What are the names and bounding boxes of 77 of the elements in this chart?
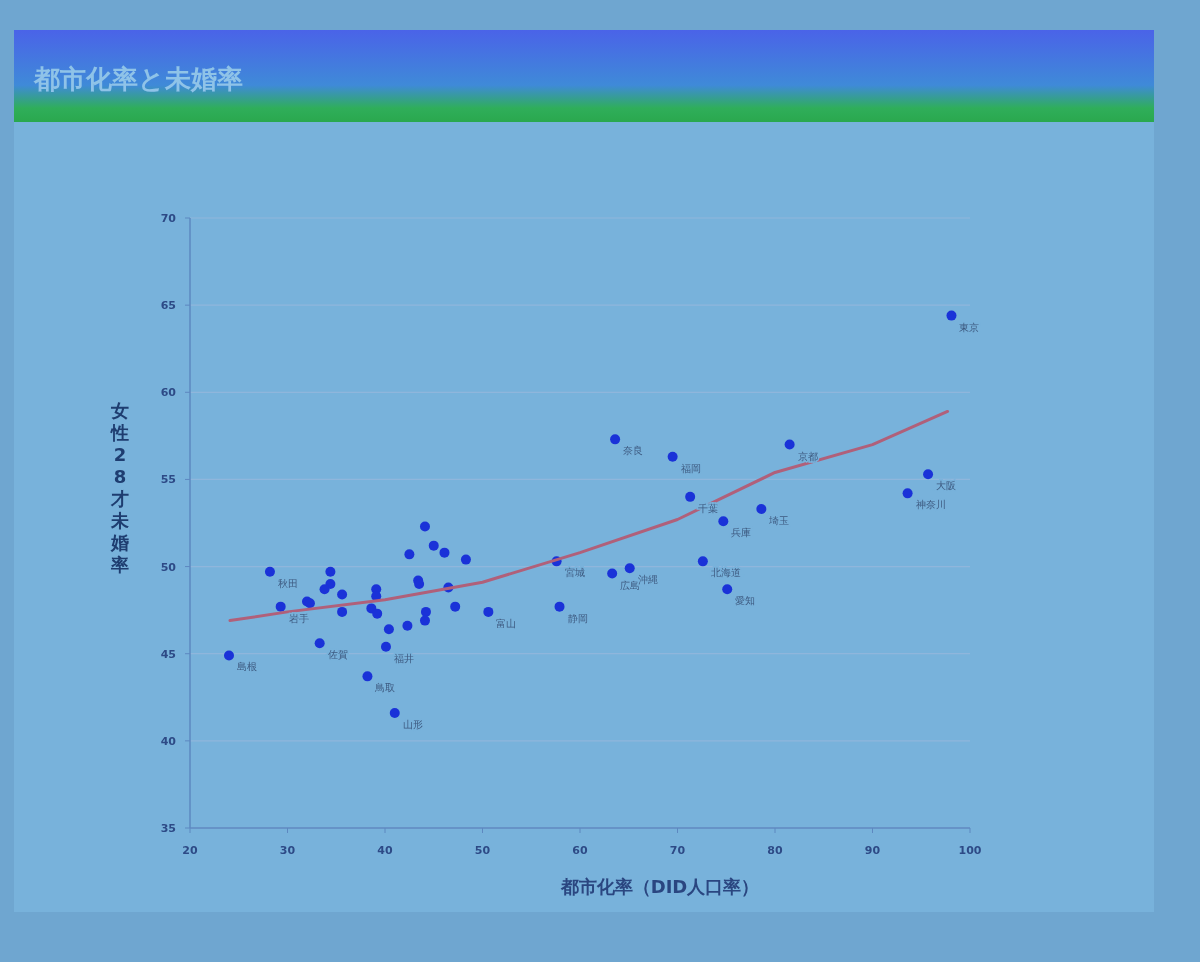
point	[419, 521, 430, 532]
point	[756, 504, 767, 515]
annotation: 京都	[797, 450, 818, 462]
point	[784, 439, 795, 450]
annotation: 奈良	[623, 445, 644, 457]
point	[450, 601, 461, 612]
point	[667, 451, 678, 462]
annotation: 福岡	[680, 462, 701, 474]
x-tick-label: 100	[958, 844, 982, 857]
point	[224, 650, 234, 661]
y-tick-label: 45	[160, 647, 176, 661]
annotation: 神奈川	[915, 499, 946, 511]
y-tick-label: 55	[160, 473, 176, 487]
y-tick-label: 40	[160, 734, 177, 748]
point	[946, 310, 957, 321]
point	[923, 469, 934, 480]
annotation: 東京	[959, 321, 980, 333]
point	[554, 601, 565, 612]
y-tick-label: 60	[160, 386, 177, 400]
point	[362, 671, 373, 682]
annotation: 北海道	[710, 567, 741, 579]
point	[610, 434, 621, 445]
y-tick-label: 50	[160, 560, 177, 574]
annotation: 宮城	[564, 567, 585, 579]
point	[404, 549, 415, 560]
point	[722, 584, 733, 595]
point	[483, 606, 494, 617]
annotation: 福井	[393, 652, 414, 664]
annotation: 秋田	[277, 577, 298, 589]
annotation: 兵庫	[731, 527, 752, 539]
x-tick-label: 40	[377, 844, 393, 857]
y-tick-label: 35	[160, 822, 176, 835]
annotation: 山形	[402, 718, 423, 730]
point	[383, 624, 394, 635]
point	[319, 584, 330, 595]
y-axis-title: 女性28才未婚率	[110, 400, 129, 575]
x-tick-label: 90	[864, 844, 881, 857]
point	[264, 566, 275, 577]
point	[314, 638, 325, 649]
annotation: 鳥取	[374, 682, 396, 694]
point	[428, 540, 439, 551]
annotation: 島根	[237, 661, 257, 673]
annotation: 大阪	[936, 480, 957, 492]
point	[337, 589, 348, 600]
x-tick-label: 20	[182, 844, 198, 857]
point	[380, 641, 391, 652]
x-tick-label: 60	[572, 844, 588, 857]
point	[685, 491, 696, 502]
x-tick-label: 30	[279, 844, 296, 857]
x-tick-label: 80	[767, 844, 783, 857]
point	[439, 547, 450, 558]
point	[325, 566, 336, 577]
point	[420, 606, 431, 617]
x-tick-label: 70	[669, 844, 686, 857]
x-axis-title: 都市化率（DID人口率）	[559, 876, 760, 897]
annotation: 埼玉	[768, 515, 790, 527]
point	[624, 563, 635, 574]
point	[902, 488, 913, 499]
annotation: 岩手	[288, 612, 309, 624]
annotation: 愛知	[735, 595, 756, 607]
point	[718, 516, 729, 527]
x-tick-label: 50	[474, 844, 491, 857]
chart-title: 都市化率と未婚率	[34, 63, 243, 96]
point	[697, 556, 708, 567]
point	[460, 554, 471, 565]
point	[389, 707, 400, 718]
point	[337, 606, 348, 617]
point	[372, 608, 383, 619]
point	[607, 568, 618, 579]
point	[419, 615, 430, 626]
annotation: 静岡	[567, 612, 588, 624]
y-tick-label: 65	[160, 299, 176, 313]
point	[275, 601, 286, 612]
point	[402, 620, 413, 631]
annotation: 佐賀	[327, 649, 348, 661]
y-tick-label: 70	[160, 212, 177, 225]
annotation: 富山	[496, 617, 517, 629]
